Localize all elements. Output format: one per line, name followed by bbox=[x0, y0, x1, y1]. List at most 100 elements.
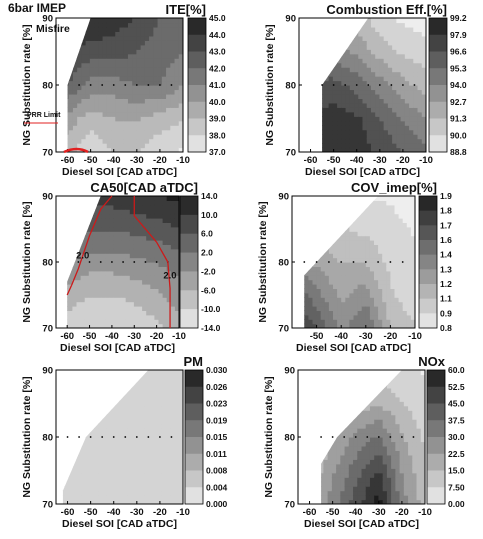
contour-cell bbox=[119, 62, 125, 68]
contour-cell bbox=[311, 482, 316, 487]
contour-cell bbox=[383, 53, 389, 59]
contour-cell bbox=[56, 67, 61, 72]
contour-cell bbox=[382, 284, 387, 289]
contour-cell bbox=[311, 491, 316, 496]
contour-cell bbox=[413, 116, 419, 122]
contour-cell bbox=[337, 284, 342, 289]
contour-cell bbox=[109, 222, 114, 228]
contour-cell bbox=[132, 93, 138, 99]
contour-cell bbox=[292, 315, 297, 320]
contour-cell bbox=[72, 396, 78, 402]
contour-cell bbox=[341, 323, 346, 328]
contour-cell bbox=[146, 244, 151, 250]
contour-cell bbox=[111, 53, 116, 59]
contour-cell bbox=[81, 125, 87, 131]
contour-cell bbox=[304, 200, 305, 206]
contour-cell bbox=[64, 486, 70, 492]
contour-cell bbox=[370, 53, 376, 59]
contour-cell bbox=[125, 240, 131, 245]
contour-cell bbox=[375, 125, 381, 131]
contour-cell bbox=[94, 437, 99, 443]
contour-cell bbox=[375, 102, 381, 108]
contour-cell bbox=[332, 85, 338, 91]
contour-cell bbox=[85, 428, 91, 434]
contour-cell bbox=[374, 235, 379, 241]
contour-cell bbox=[102, 93, 108, 99]
contour-cell bbox=[387, 58, 393, 64]
contour-cell bbox=[308, 235, 314, 241]
contour-cell bbox=[304, 244, 309, 250]
contour-cell bbox=[67, 279, 69, 285]
contour-cell bbox=[404, 125, 410, 131]
contour-cell bbox=[68, 248, 73, 254]
contour-cell bbox=[153, 62, 159, 68]
contour-cell bbox=[158, 314, 164, 320]
contour-cell bbox=[136, 147, 142, 152]
contour-field bbox=[56, 196, 179, 328]
contour-cell bbox=[178, 495, 183, 501]
contour-cell bbox=[125, 319, 131, 325]
contour-cell bbox=[366, 40, 372, 46]
contour-cell bbox=[89, 477, 95, 483]
contour-cell bbox=[174, 490, 180, 496]
contour-cell bbox=[421, 26, 426, 32]
contour-cell bbox=[349, 147, 355, 152]
contour-cell bbox=[149, 463, 154, 469]
contour-cell bbox=[85, 370, 91, 376]
contour-cell bbox=[94, 490, 99, 496]
contour-cell bbox=[170, 226, 176, 232]
contour-cell bbox=[307, 107, 312, 112]
contour-cell bbox=[144, 370, 150, 376]
contour-cell bbox=[81, 67, 87, 73]
contour-cell bbox=[174, 262, 179, 267]
contour-cell bbox=[113, 204, 119, 210]
contour-cell bbox=[332, 129, 338, 135]
contour-cell bbox=[113, 235, 119, 241]
contour-cell bbox=[72, 200, 78, 206]
contour-cell bbox=[292, 266, 297, 271]
contour-cell bbox=[298, 491, 303, 496]
contour-cell bbox=[60, 214, 65, 219]
contour-cell bbox=[64, 414, 70, 420]
contour-cell bbox=[394, 222, 400, 228]
contour-cell bbox=[81, 44, 87, 50]
contour-cell bbox=[166, 405, 171, 411]
contour-cell bbox=[304, 248, 309, 254]
contour-cell bbox=[404, 143, 410, 149]
contour-cell bbox=[345, 107, 351, 113]
contour-cell bbox=[80, 235, 86, 241]
contour-cell bbox=[374, 244, 379, 250]
contour-cell bbox=[161, 419, 167, 425]
contour-cell bbox=[375, 35, 381, 41]
contour-cell bbox=[170, 89, 176, 95]
contour-cell bbox=[396, 89, 402, 95]
contour-cell bbox=[353, 266, 359, 272]
contour-cell bbox=[56, 284, 61, 289]
contour-cell bbox=[115, 62, 121, 68]
contour-cell bbox=[409, 35, 414, 41]
contour-cell bbox=[161, 378, 167, 384]
contour-cell bbox=[312, 107, 317, 112]
contour-cell bbox=[106, 499, 112, 504]
contour-cell bbox=[386, 244, 391, 250]
contour-cell bbox=[383, 111, 389, 117]
contour-cell bbox=[417, 143, 423, 149]
contour-cell bbox=[136, 392, 142, 398]
contour-cell bbox=[302, 406, 307, 411]
contour-cell bbox=[140, 401, 146, 407]
contour-cell bbox=[369, 292, 375, 298]
contour-cell bbox=[109, 209, 114, 215]
contour-cell bbox=[98, 459, 104, 465]
contour-cell bbox=[178, 134, 183, 140]
contour-cell bbox=[153, 472, 159, 478]
contour-cell bbox=[121, 222, 127, 228]
contour-cell bbox=[406, 222, 412, 228]
contour-cell bbox=[304, 288, 305, 294]
contour-cell bbox=[76, 235, 82, 241]
contour-cell bbox=[362, 129, 368, 135]
contour-cell bbox=[76, 314, 82, 320]
contour-cell bbox=[358, 76, 364, 82]
contour-cell bbox=[97, 235, 102, 241]
contour-cell bbox=[320, 262, 326, 267]
colorbar-frame bbox=[187, 17, 207, 153]
